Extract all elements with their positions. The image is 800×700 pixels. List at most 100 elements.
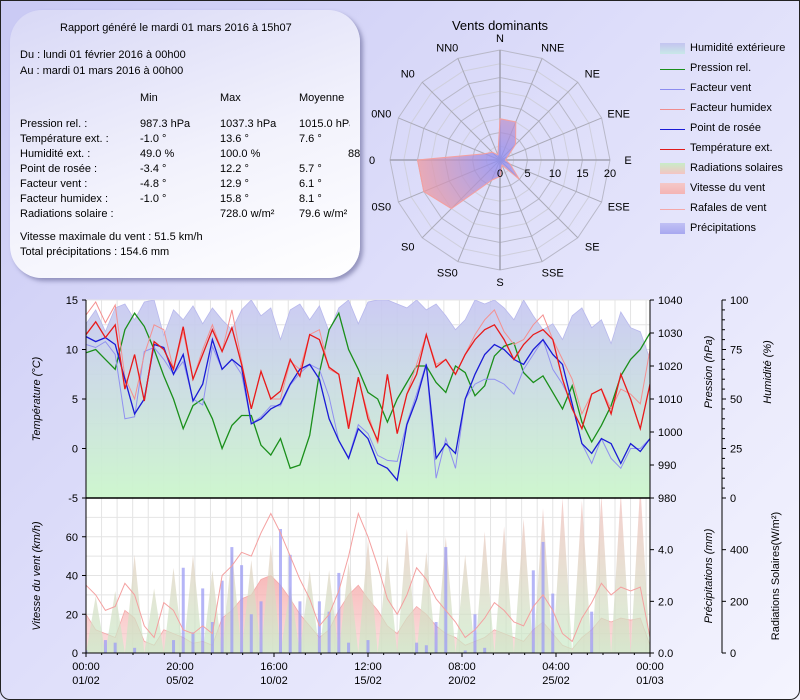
y-axis-label-temperature: Température (°C) (31, 356, 43, 441)
precip-bar (473, 614, 477, 653)
summary-avg: 6.1 ° (299, 178, 322, 190)
precip-bar (590, 611, 594, 653)
legend-label: Vitesse du vent (690, 182, 766, 194)
rose-direction-label: S (496, 277, 503, 289)
y-tick-pressure: 990 (658, 460, 676, 472)
y-tick-wind: 0 (72, 648, 78, 660)
y-tick-left-top: 0 (72, 444, 78, 456)
summary-label: Facteur vent : (20, 178, 88, 190)
header-avg: Moyenne (299, 92, 345, 104)
rose-direction-label: SS0 (437, 268, 458, 280)
x-tick-time: 00:00 (636, 661, 664, 673)
y-axis-label-humidity: Humidité (%) (762, 340, 774, 404)
period-from: Du : lundi 01 février 2016 à 00h00 (20, 49, 186, 61)
precip-bar (210, 622, 214, 653)
precip-bar (220, 580, 224, 653)
y-tick-radiation: 0 (730, 648, 736, 660)
y-tick-wind: 60 (66, 532, 78, 544)
legend-label: Point de rosée (690, 122, 761, 134)
y-tick-left-top: -5 (68, 493, 78, 505)
y-tick-pressure: 1010 (658, 394, 682, 406)
y-tick-left-top: 10 (66, 345, 78, 357)
summary-avg: 1015.0 hPa (299, 118, 350, 130)
precip-bar (337, 572, 341, 653)
series-line-5 (86, 320, 650, 443)
precip-bar (240, 565, 244, 653)
rose-direction-label: SE (585, 241, 600, 253)
rose-area (416, 118, 520, 210)
precip-bar (278, 529, 282, 653)
legend-swatch-line (660, 109, 685, 110)
rose-direction-label: ENE (607, 108, 630, 120)
series-radiation-area (86, 498, 650, 653)
precip-bar (415, 642, 419, 653)
precip-bar (230, 547, 234, 653)
summary-min: -4.8 ° (140, 178, 167, 190)
precip-bar (483, 647, 487, 653)
summary-min: -1.0 ° (140, 193, 167, 205)
rose-radial-tick: 5 (524, 168, 530, 180)
y-tick-humidity: 75 (730, 345, 742, 357)
x-tick-date: 01/02 (72, 675, 100, 687)
summary-min: 987.3 hPa (140, 118, 191, 130)
period-to: Au : mardi 01 mars 2016 à 00h00 (20, 65, 184, 77)
rose-radial-tick: 10 (549, 168, 561, 180)
summary-label: Humidité ext. : (20, 148, 91, 160)
summary-label: Point de rosée : (20, 163, 98, 175)
rose-direction-label: ESE (608, 202, 630, 214)
rose-direction-label: SSE (542, 268, 564, 280)
rose-spoke (499, 159, 543, 262)
legend-label: Facteur vent (690, 82, 752, 94)
y-axis-label-wind: Vitesse du vent (km/h) (31, 521, 43, 631)
rose-spoke (499, 117, 602, 161)
y-tick-pressure: 1040 (658, 295, 682, 307)
summary-avg: 7.6 ° (299, 133, 322, 145)
y-axis-label-pressure: Pression (hPa) (703, 335, 715, 408)
report-generated: Rapport généré le mardi 01 mars 2016 à 1… (60, 22, 292, 34)
precip-bar (86, 650, 88, 653)
rose-direction-label: N (496, 33, 504, 45)
rose-direction-label: 0 (369, 155, 375, 167)
precip-bar (347, 642, 351, 653)
legend-swatch-line (660, 209, 685, 210)
x-tick-time: 20:00 (166, 661, 194, 673)
x-tick-time: 12:00 (354, 661, 382, 673)
legend-swatch-line (660, 149, 685, 150)
x-tick-date: 20/02 (448, 675, 476, 687)
rose-radial-tick: 15 (576, 168, 588, 180)
series-line-3 (86, 301, 650, 444)
precip-bar (181, 567, 185, 653)
series-line-1 (86, 311, 650, 470)
series-gusts-line (86, 511, 650, 643)
precip-bar (327, 611, 331, 653)
rose-direction-label: S0 (401, 241, 414, 253)
y-tick-precip: 2.0 (658, 596, 673, 608)
precip-bar (541, 541, 545, 653)
y-tick-precip: 0.0 (658, 648, 673, 660)
legend-label: Température ext. (690, 142, 773, 154)
x-tick-date: 05/02 (166, 675, 194, 687)
rose-direction-label: 0S0 (371, 202, 391, 214)
y-tick-left-top: 15 (66, 295, 78, 307)
rose-spoke (499, 159, 602, 203)
summary-label: Température ext. : (20, 133, 109, 145)
rose-radial-tick: 0 (497, 168, 503, 180)
summary-avg: 79.6 w/m² (299, 208, 348, 220)
legend-swatch-box (660, 223, 685, 234)
legend-swatch-box (660, 163, 685, 174)
rose-spoke (398, 117, 501, 161)
y-tick-precip: 4.0 (658, 545, 673, 557)
precip-bar (249, 614, 253, 653)
precip-bar (463, 650, 467, 653)
rose-direction-label: E (624, 155, 631, 167)
summary-max: 12.2 ° (220, 163, 249, 175)
x-tick-time: 00:00 (72, 661, 100, 673)
legend-label: Facteur humidex (690, 102, 772, 114)
summary-label: Radiations solaire : (20, 208, 114, 220)
summary-min: -1.0 ° (140, 133, 167, 145)
header-min: Min (140, 92, 158, 104)
series-line-2 (86, 338, 650, 479)
rose-radial-tick: 20 (604, 168, 616, 180)
x-tick-date: 01/03 (636, 675, 664, 687)
